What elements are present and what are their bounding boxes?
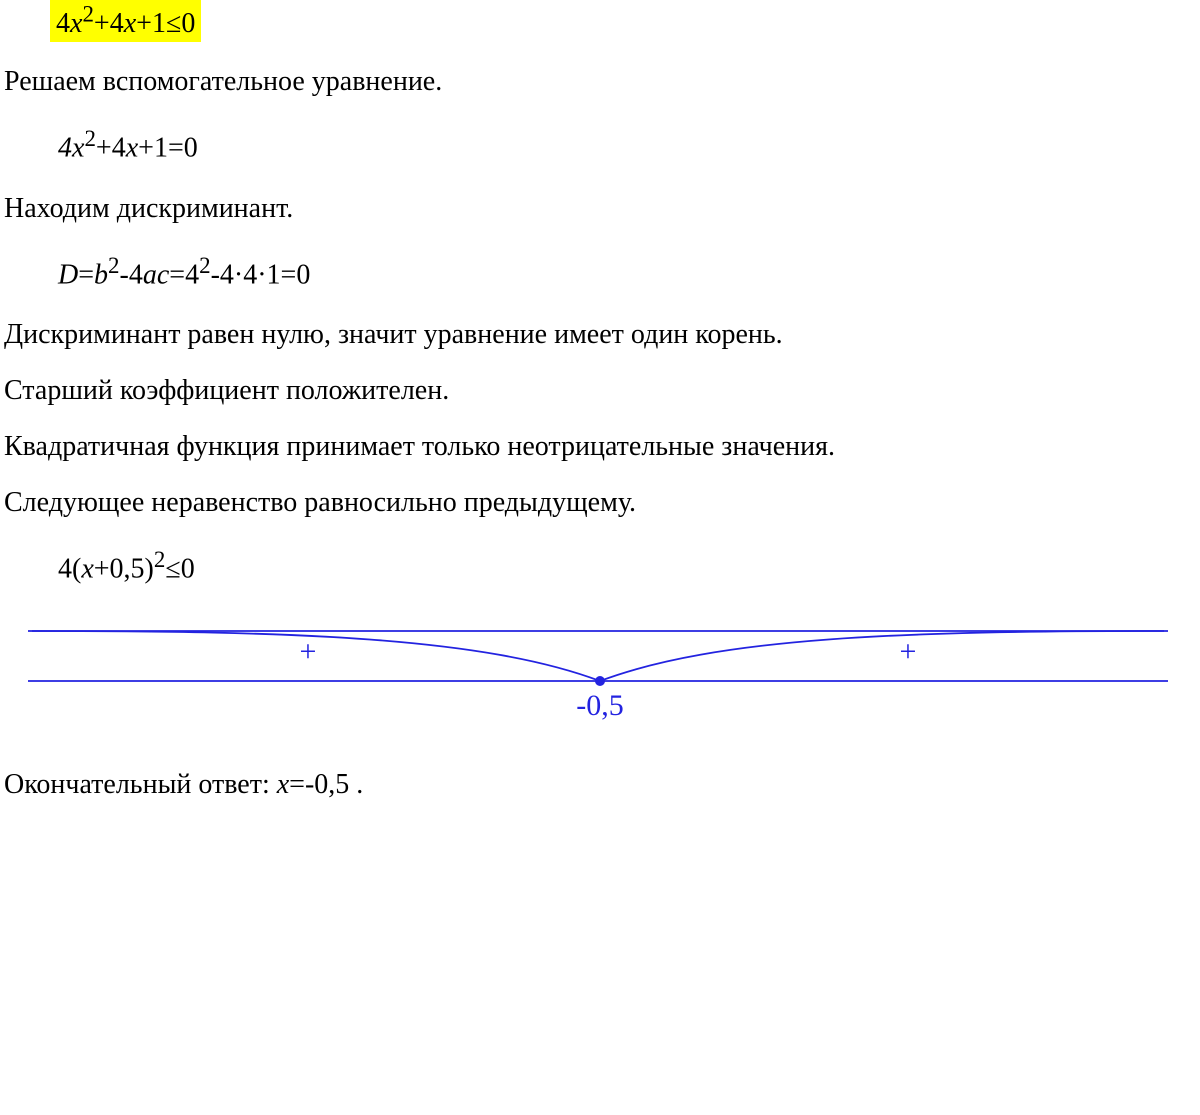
eq2: 4x2+4x+1=0 <box>58 126 1200 164</box>
eq1: 4x2+4x+1≤0 <box>56 8 195 39</box>
text-find-discriminant: Находим дискриминант. <box>4 193 1200 225</box>
sign-chart-svg: + + -0,5 <box>28 613 1168 733</box>
text-leading-coef: Старший коэффициент положителен. <box>4 375 1200 407</box>
eq3-discriminant: D=b2-4ac=42-4·4·1=0 <box>58 253 1200 291</box>
svg-text:-0,5: -0,5 <box>576 689 624 722</box>
eq4-factored: 4(x+0,5)2≤0 <box>58 547 1200 585</box>
answer-prefix: Окончательный ответ: <box>4 769 277 800</box>
text-solve-aux: Решаем вспомогательное уравнение. <box>4 66 1200 98</box>
answer-value: x=-0,5 . <box>277 769 364 800</box>
text-nonnegative: Квадратичная функция принимает только не… <box>4 431 1200 463</box>
svg-text:+: + <box>300 635 317 668</box>
number-line-diagram: + + -0,5 <box>28 613 1200 733</box>
final-answer: Окончательный ответ: x=-0,5 . <box>4 769 1200 801</box>
svg-text:+: + <box>900 635 917 668</box>
text-discriminant-zero: Дискриминант равен нулю, значит уравнени… <box>4 319 1200 351</box>
text-equivalent: Следующее неравенство равносильно предыд… <box>4 487 1200 519</box>
inequality-highlighted: 4x2+4x+1≤0 <box>50 0 201 42</box>
